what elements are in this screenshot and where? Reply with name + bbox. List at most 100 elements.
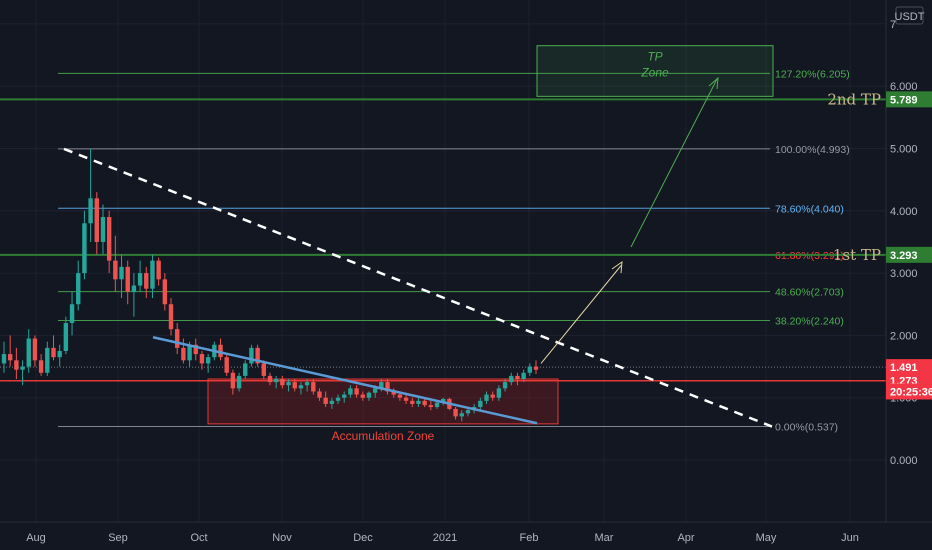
candle-body-75	[465, 410, 471, 414]
target-badge-0	[886, 91, 932, 108]
candle-body-83	[515, 375, 520, 380]
candle-body-14	[88, 198, 93, 224]
candle-20	[125, 260, 130, 305]
candle-7	[45, 341, 50, 376]
candle-56	[348, 385, 353, 398]
x-tick-7: Mar	[595, 532, 614, 544]
candle-body-85	[527, 366, 533, 373]
fib-label-5: 38.20%(2.240)	[775, 315, 844, 327]
candle-50	[311, 379, 316, 395]
candle-body-29	[181, 347, 186, 361]
x-tick-8: Apr	[677, 532, 694, 544]
candle-17	[106, 210, 112, 274]
price-badge-text-0: 1.491	[890, 362, 918, 374]
x-tick-2: Oct	[190, 532, 207, 544]
candle-74	[459, 410, 464, 422]
candle-35	[218, 338, 223, 361]
candle-body-80	[496, 388, 502, 398]
candle-62	[385, 379, 390, 395]
tp-zone-box	[536, 45, 774, 97]
candle-body-6	[38, 360, 44, 373]
candle-body-68	[422, 400, 427, 406]
candle-body-38	[236, 375, 242, 389]
candle-37	[230, 369, 236, 395]
falling-wedge-line	[152, 336, 538, 425]
candle-body-64	[397, 394, 403, 398]
projection-arrow-2-head	[708, 76, 719, 90]
candle-body-45	[280, 379, 285, 386]
candle-body-4	[26, 338, 31, 367]
candle-12	[76, 260, 81, 311]
candle-body-47	[292, 382, 297, 389]
drawings	[63, 76, 773, 428]
candle-77	[478, 397, 483, 411]
candle-body-63	[391, 391, 396, 395]
candle-body-22	[137, 273, 143, 286]
candle-body-40	[249, 347, 254, 364]
candle-27	[168, 298, 174, 336]
candle-body-23	[144, 273, 149, 289]
candle-18	[113, 235, 118, 292]
candle-body-70	[434, 402, 440, 408]
fib-label-3: 61.80%(3.291)	[775, 250, 844, 262]
x-tick-5: 2021	[433, 532, 457, 544]
candle-body-37	[230, 372, 236, 389]
currency-box	[895, 6, 924, 25]
candle-body-59	[366, 392, 372, 398]
candle-body-36	[224, 357, 229, 373]
candle-body-33	[205, 357, 211, 364]
target-label-1: 1st TP	[833, 246, 881, 264]
candle-46	[286, 379, 291, 392]
candle-body-84	[521, 372, 526, 380]
x-axis-panel	[0, 522, 932, 550]
candle-38	[236, 372, 242, 392]
candle-body-7	[45, 347, 50, 373]
zones: TP Zone Accumulation Zone	[207, 45, 774, 443]
candles	[1, 148, 539, 422]
candle-10	[63, 316, 69, 355]
candle-body-48	[298, 385, 304, 389]
candle-24	[150, 254, 155, 299]
candle-4	[26, 329, 31, 373]
candle-45	[280, 375, 285, 389]
y-tick-4: 4.000	[890, 206, 918, 218]
candle-59	[366, 391, 372, 401]
currency-label: USDT	[895, 11, 925, 23]
candle-9	[57, 344, 62, 367]
candle-body-28	[175, 329, 180, 348]
y-tick-3: 3.000	[890, 268, 918, 280]
candle-body-57	[354, 388, 359, 395]
price-badge-2	[886, 383, 932, 400]
candle-body-8	[51, 347, 56, 358]
candle-body-16	[100, 217, 106, 242]
candle-57	[354, 385, 359, 398]
candle-5	[32, 335, 38, 367]
target-badge-text-1: 3.293	[890, 250, 918, 262]
x-tick-9: May	[756, 532, 777, 544]
candle-44	[273, 375, 279, 389]
candle-36	[224, 354, 229, 376]
candle-48	[298, 382, 304, 395]
y-tick-0: 0.000	[890, 455, 918, 467]
candle-body-71	[441, 398, 446, 403]
candle-29	[181, 338, 186, 364]
x-tick-0: Aug	[26, 532, 46, 544]
x-tick-1: Sep	[108, 532, 128, 544]
price-badge-0	[886, 359, 932, 376]
candle-body-9	[57, 350, 62, 358]
candle-body-86	[533, 366, 539, 370]
candle-32	[199, 350, 205, 370]
candle-51	[317, 388, 322, 401]
candle-body-54	[335, 397, 341, 401]
candle-39	[243, 360, 248, 380]
candle-2	[14, 347, 19, 380]
candle-body-82	[509, 375, 514, 383]
candle-body-56	[348, 388, 353, 395]
candle-80	[496, 385, 502, 401]
candle-22	[137, 260, 143, 292]
candle-body-67	[416, 400, 421, 404]
candle-body-53	[329, 400, 335, 404]
candle-body-49	[304, 382, 310, 386]
